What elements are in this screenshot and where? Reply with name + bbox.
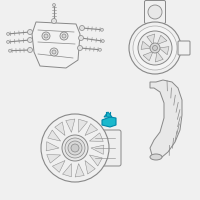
- Ellipse shape: [150, 154, 162, 160]
- Circle shape: [62, 135, 88, 161]
- Polygon shape: [91, 145, 104, 154]
- Polygon shape: [104, 112, 112, 117]
- FancyBboxPatch shape: [178, 41, 190, 55]
- Circle shape: [44, 34, 48, 38]
- Circle shape: [71, 144, 79, 152]
- Circle shape: [52, 19, 57, 23]
- Polygon shape: [143, 51, 153, 61]
- Circle shape: [150, 43, 160, 53]
- Polygon shape: [141, 41, 151, 49]
- Circle shape: [138, 31, 172, 65]
- Circle shape: [80, 25, 84, 30]
- Polygon shape: [46, 142, 59, 151]
- Polygon shape: [89, 155, 102, 166]
- Circle shape: [28, 47, 32, 52]
- Circle shape: [78, 36, 84, 40]
- Circle shape: [52, 50, 56, 54]
- Polygon shape: [75, 164, 84, 177]
- FancyBboxPatch shape: [89, 130, 121, 166]
- Circle shape: [153, 46, 158, 50]
- Polygon shape: [66, 119, 75, 132]
- Circle shape: [68, 141, 82, 155]
- Polygon shape: [55, 122, 65, 135]
- Polygon shape: [157, 35, 167, 45]
- Circle shape: [60, 32, 68, 40]
- Circle shape: [41, 114, 109, 182]
- Circle shape: [52, 3, 56, 6]
- Circle shape: [62, 34, 66, 38]
- Polygon shape: [48, 130, 61, 141]
- Circle shape: [7, 40, 10, 43]
- Polygon shape: [47, 155, 61, 163]
- Circle shape: [148, 5, 162, 19]
- Circle shape: [7, 32, 10, 35]
- Polygon shape: [150, 80, 182, 158]
- Circle shape: [50, 48, 58, 56]
- Polygon shape: [85, 124, 98, 135]
- Polygon shape: [63, 164, 71, 177]
- FancyBboxPatch shape: [144, 0, 166, 23]
- Circle shape: [133, 26, 177, 70]
- Circle shape: [129, 22, 181, 74]
- Polygon shape: [159, 47, 169, 55]
- Circle shape: [28, 29, 32, 34]
- Circle shape: [100, 28, 103, 31]
- Circle shape: [101, 40, 104, 43]
- Polygon shape: [52, 161, 65, 172]
- Circle shape: [65, 138, 85, 158]
- Polygon shape: [32, 22, 80, 68]
- Circle shape: [42, 32, 50, 40]
- Circle shape: [9, 49, 12, 52]
- Circle shape: [98, 48, 101, 51]
- Polygon shape: [147, 34, 155, 45]
- Polygon shape: [89, 133, 103, 141]
- Polygon shape: [102, 117, 116, 127]
- Circle shape: [28, 38, 32, 43]
- Polygon shape: [85, 161, 95, 174]
- Polygon shape: [79, 119, 87, 132]
- Circle shape: [78, 46, 83, 50]
- Polygon shape: [155, 51, 163, 62]
